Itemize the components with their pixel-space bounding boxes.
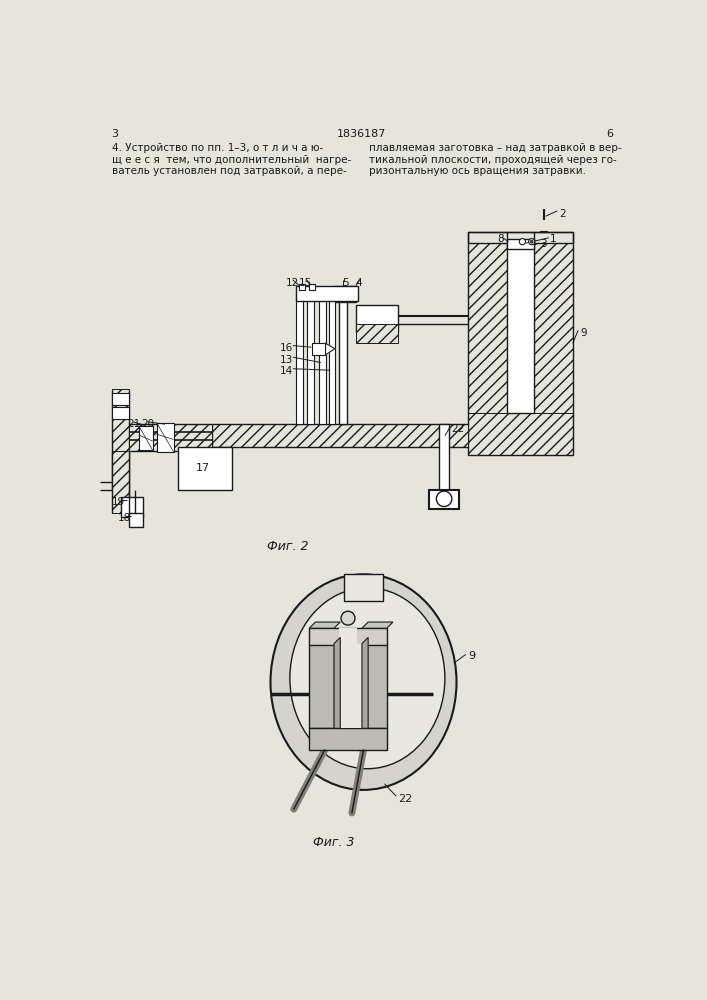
Bar [339,628,357,645]
Bar [468,413,573,455]
Bar [334,644,362,728]
Text: 19: 19 [112,497,125,507]
Circle shape [530,240,533,243]
Bar [312,343,325,355]
Circle shape [529,239,534,245]
Bar [121,497,143,517]
Circle shape [519,239,525,245]
Bar [429,490,459,509]
Bar [177,447,232,490]
Text: Фиг. 2: Фиг. 2 [267,540,308,553]
Bar [309,644,334,728]
Text: 17: 17 [196,463,210,473]
Text: 6: 6 [606,129,613,139]
Text: Фиг. 3: Фиг. 3 [313,836,355,849]
Bar [139,426,153,450]
Text: 3: 3 [540,239,547,249]
Text: 9: 9 [580,328,587,338]
Bar [307,293,314,424]
Text: 1: 1 [550,234,557,244]
Bar [112,393,129,405]
Bar [156,423,174,452]
Polygon shape [362,622,393,628]
Bar [212,424,468,447]
Text: 5: 5 [341,278,349,288]
Bar [309,728,387,750]
Bar [507,232,534,413]
Bar [296,286,358,301]
Bar [129,513,144,527]
Bar [329,293,335,424]
Text: 8: 8 [497,234,503,244]
Bar [112,389,129,490]
Bar [440,424,449,501]
Text: 22: 22 [451,424,464,434]
Text: 13: 13 [280,355,293,365]
Polygon shape [334,637,340,728]
Ellipse shape [271,574,457,790]
Bar [320,293,325,424]
Bar [534,232,573,455]
Bar [344,574,383,601]
Text: 22: 22 [398,794,413,804]
Text: плавляемая заготовка – над затравкой в вер-
тикальной плоскости, проходящей чере: плавляемая заготовка – над затравкой в в… [369,143,621,176]
Bar [129,424,212,451]
Text: 3: 3 [112,129,119,139]
Bar [356,305,398,332]
Text: 4. Устройство по пп. 1–3, о т л и ч а ю-
щ е е с я  тем, что дополнительный  наг: 4. Устройство по пп. 1–3, о т л и ч а ю-… [112,143,351,176]
Bar [309,628,387,645]
Text: 21: 21 [127,419,141,429]
Text: 14: 14 [280,366,293,376]
Bar [112,407,129,419]
Text: 20: 20 [141,419,154,429]
Bar [362,644,387,728]
Bar [468,232,507,413]
Text: 4: 4 [356,278,363,288]
Polygon shape [362,637,368,728]
Polygon shape [309,622,340,628]
Text: 15: 15 [299,278,312,288]
Bar [112,451,129,513]
Bar [356,324,398,343]
Circle shape [341,611,355,625]
Bar [309,284,315,290]
Polygon shape [325,343,335,355]
Bar [332,286,356,302]
Text: 18: 18 [118,513,131,523]
Bar [507,239,534,249]
Circle shape [436,491,452,507]
Ellipse shape [290,588,445,769]
Bar [299,284,305,290]
Text: 1836187: 1836187 [337,129,387,139]
Text: 9: 9 [468,651,475,661]
Bar [296,293,303,424]
Bar [339,289,347,424]
Bar [468,232,573,243]
Text: 2: 2 [559,209,566,219]
Text: 12: 12 [286,278,299,288]
Text: 16: 16 [280,343,293,353]
